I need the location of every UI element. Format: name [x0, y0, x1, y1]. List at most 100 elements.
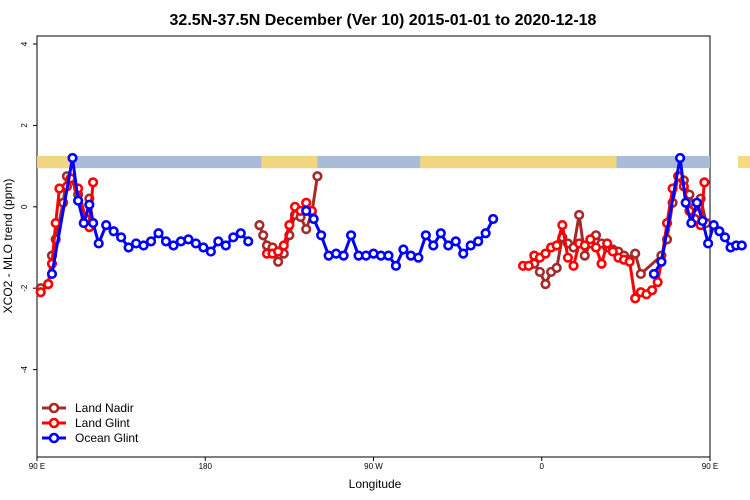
legend-label: Land Nadir — [75, 401, 134, 415]
data-point — [35, 287, 46, 298]
legend-item: Land Glint — [42, 416, 130, 430]
data-point — [523, 260, 534, 271]
series-line — [523, 174, 706, 300]
data-point — [635, 268, 646, 280]
legend-item: Ocean Glint — [42, 431, 139, 445]
data-point — [488, 213, 499, 225]
data-point — [273, 246, 284, 257]
y-tick-label: 0 — [20, 204, 29, 209]
data-point — [596, 258, 607, 269]
data-point — [87, 177, 99, 188]
legend-label: Ocean Glint — [75, 431, 139, 445]
data-point — [428, 240, 439, 251]
series-line — [50, 156, 250, 275]
data-point — [301, 224, 312, 235]
series-land-nadir — [35, 171, 712, 294]
data-point — [480, 228, 491, 239]
data-point — [686, 217, 697, 229]
data-point — [674, 152, 686, 164]
data-point — [443, 240, 454, 251]
data-point — [473, 236, 484, 247]
data-point — [78, 217, 89, 229]
y-axis: 4 2 0 -2 -4 — [20, 41, 37, 373]
data-point — [50, 217, 61, 229]
data-point — [308, 213, 319, 225]
data-point — [420, 230, 431, 241]
data-point — [190, 238, 202, 249]
land-band-segment — [261, 155, 318, 169]
data-point — [338, 250, 349, 261]
data-point — [84, 199, 95, 210]
data-point — [101, 220, 112, 231]
data-point — [450, 236, 461, 247]
land-band-segment — [738, 155, 750, 169]
x-tick-label: 90 E — [29, 462, 45, 471]
legend-label: Land Glint — [75, 416, 130, 430]
data-point — [624, 256, 635, 267]
data-point — [235, 228, 246, 239]
data-point — [183, 234, 194, 245]
legend-marker — [48, 432, 60, 444]
x-tick-label: 180 — [199, 462, 213, 471]
data-point — [87, 217, 99, 229]
data-point — [585, 234, 596, 245]
data-point — [316, 230, 327, 241]
data-point — [413, 252, 424, 263]
x-axis-label: Longitude — [349, 477, 402, 491]
legend-marker — [48, 417, 60, 429]
data-point — [67, 152, 78, 164]
data-point — [145, 236, 157, 247]
data-point — [73, 195, 84, 206]
data-point — [719, 232, 731, 243]
data-point — [736, 240, 747, 251]
y-tick-label: 2 — [20, 123, 29, 128]
data-point — [703, 238, 714, 249]
data-point — [205, 246, 216, 257]
x-tick-label: 90 W — [364, 462, 383, 471]
data-point — [301, 205, 312, 216]
data-point — [646, 285, 658, 296]
data-point — [116, 232, 127, 243]
chart-title: 32.5N-37.5N December (Ver 10) 2015-01-01… — [170, 12, 597, 29]
series-ocean-glint — [46, 152, 747, 280]
data-point — [383, 250, 394, 261]
data-point — [465, 240, 476, 251]
land-ocean-band — [37, 155, 750, 169]
data-point — [254, 220, 265, 231]
land-band-segment — [37, 155, 75, 169]
data-point — [574, 209, 585, 221]
data-point — [160, 236, 172, 247]
data-point — [579, 250, 590, 261]
series-land-glint — [35, 171, 710, 304]
land-band-segment — [420, 155, 617, 169]
y-axis-label: XCO2 - MLO trend (ppm) — [1, 179, 15, 314]
data-point — [243, 236, 254, 247]
x-axis: 90 E 180 90 W 0 90 E — [29, 457, 718, 471]
data-point — [697, 215, 708, 227]
y-tick-label: -2 — [20, 284, 29, 292]
data-point — [93, 238, 104, 249]
data-point — [46, 268, 58, 280]
data-point — [699, 177, 710, 188]
data-point — [656, 256, 667, 267]
x-tick-label: 90 E — [702, 462, 718, 471]
data-point — [557, 220, 568, 231]
data-point — [652, 276, 663, 288]
x-tick-label: 0 — [540, 462, 545, 471]
data-point — [579, 240, 590, 251]
data-point — [680, 197, 691, 208]
data-point — [284, 220, 295, 231]
data-point — [273, 256, 284, 267]
data-point — [138, 240, 149, 251]
data-point — [228, 232, 239, 243]
data-point — [714, 226, 725, 237]
data-point — [390, 260, 402, 271]
data-point — [551, 240, 562, 251]
data-point — [708, 220, 719, 231]
legend-item: Land Nadir — [42, 401, 134, 415]
data-point — [258, 230, 269, 241]
data-point — [590, 242, 602, 253]
data-point — [562, 252, 574, 263]
